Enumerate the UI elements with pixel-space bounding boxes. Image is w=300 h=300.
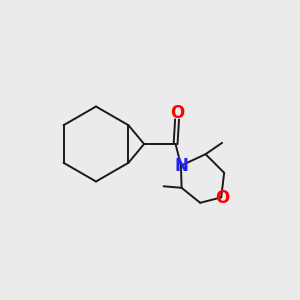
Text: N: N — [174, 157, 188, 175]
Text: O: O — [170, 104, 184, 122]
Text: O: O — [215, 189, 230, 207]
